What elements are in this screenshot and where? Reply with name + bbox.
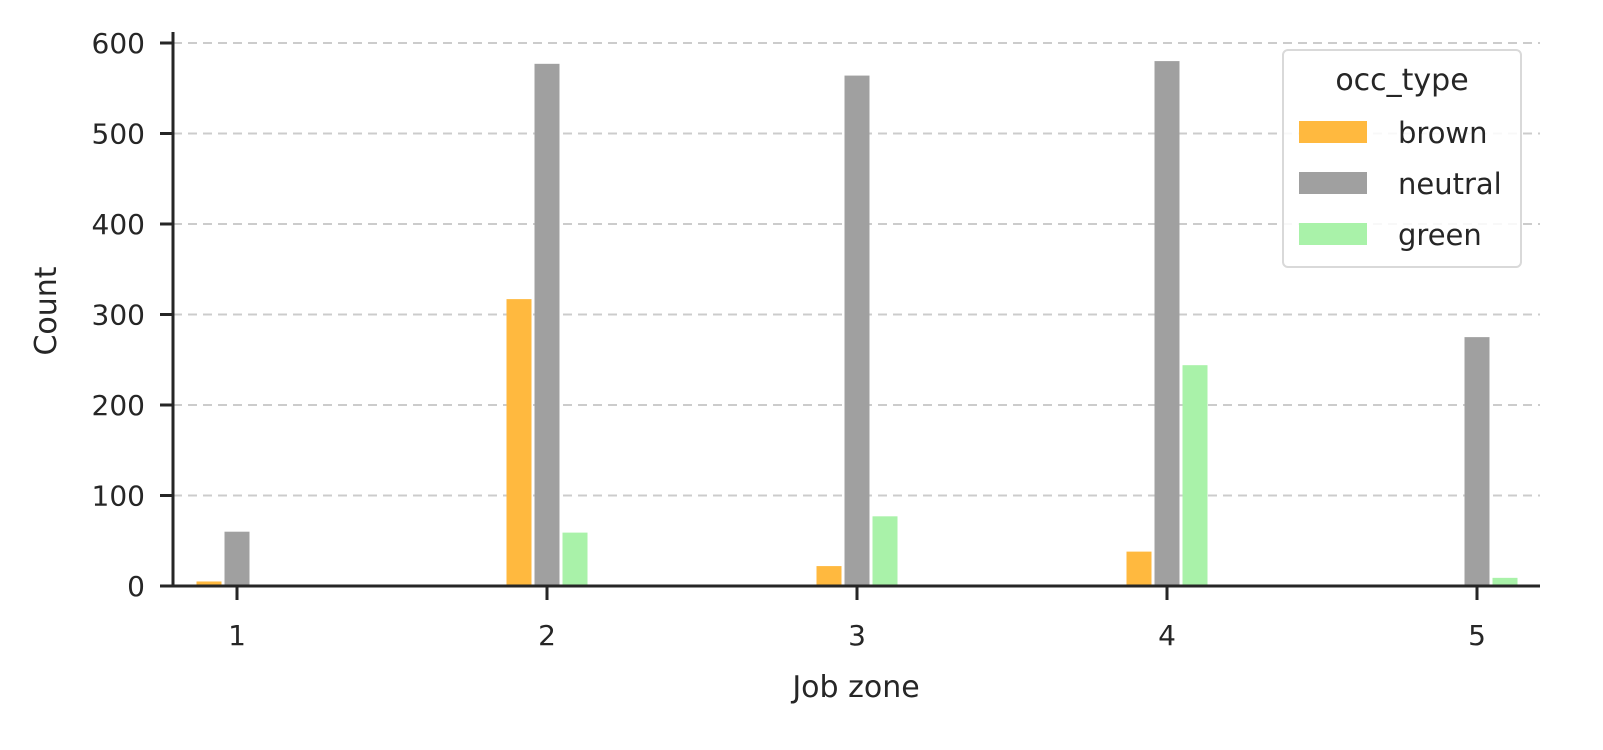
y-tick-label: 200 <box>92 389 145 422</box>
bar-neutral-1 <box>224 531 250 586</box>
bar-neutral-4 <box>1154 61 1180 587</box>
bar-brown-1 <box>196 581 222 586</box>
y-tick-label: 300 <box>92 299 145 332</box>
x-tick-label: 4 <box>1158 619 1176 652</box>
bar-green-3 <box>872 516 898 586</box>
legend-swatch-neutral <box>1299 172 1367 194</box>
bar-green-4 <box>1182 365 1208 586</box>
bar-neutral-5 <box>1464 337 1490 586</box>
y-tick-label: 600 <box>92 27 145 60</box>
x-ticks: 1 2 3 4 5 <box>228 586 1486 652</box>
legend-items: brown neutral green <box>1299 116 1502 252</box>
bar-green-5 <box>1492 577 1518 586</box>
y-tick-label: 500 <box>92 118 145 151</box>
bar-neutral-2 <box>534 63 560 586</box>
bar-green-2 <box>562 532 588 586</box>
bar-brown-2 <box>506 299 532 586</box>
x-axis-label: Job zone <box>790 670 919 705</box>
x-tick-label: 1 <box>228 619 246 652</box>
x-tick-label: 5 <box>1468 619 1486 652</box>
y-tick-label: 0 <box>127 570 145 603</box>
legend-title: occ_type <box>1335 63 1468 98</box>
x-tick-label: 2 <box>538 619 556 652</box>
legend-label-neutral: neutral <box>1398 167 1502 201</box>
y-ticks: 0 100 200 300 400 500 600 <box>92 27 173 603</box>
bars <box>196 61 1518 587</box>
bar-brown-3 <box>816 566 842 586</box>
legend-label-brown: brown <box>1398 116 1488 150</box>
y-tick-label: 400 <box>92 208 145 241</box>
legend-swatch-brown <box>1299 121 1367 143</box>
bar-neutral-3 <box>844 75 870 586</box>
legend-label-green: green <box>1398 218 1482 252</box>
x-tick-label: 3 <box>848 619 866 652</box>
legend: occ_type brown neutral green <box>1282 49 1522 268</box>
legend-box <box>1282 49 1522 268</box>
y-tick-label: 100 <box>92 480 145 513</box>
legend-swatch-green <box>1299 223 1367 245</box>
bar-brown-4 <box>1126 551 1152 586</box>
y-axis-label: Count <box>29 266 64 355</box>
